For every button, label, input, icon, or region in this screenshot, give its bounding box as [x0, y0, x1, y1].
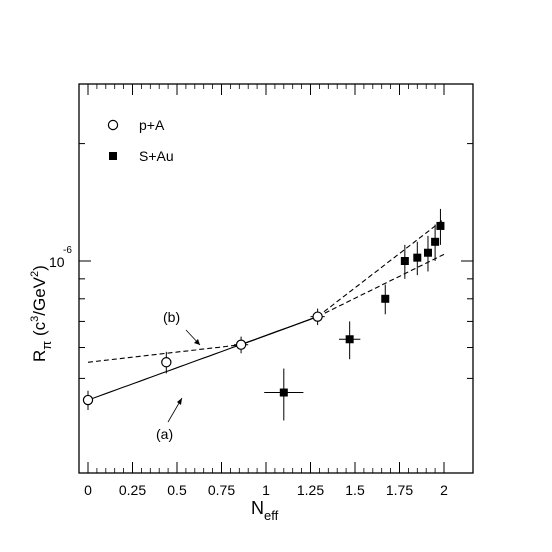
data-point-sau [345, 335, 354, 344]
x-tick-label: 1.75 [386, 482, 413, 498]
x-tick-label: 1 [262, 482, 270, 498]
data-point-sau [413, 253, 422, 262]
legend: p+A S+Au [107, 117, 174, 164]
data-point-sau [400, 257, 409, 265]
plot-frame [78, 83, 474, 474]
data-point-sau [423, 248, 432, 257]
x-axis-label: Neff [251, 498, 279, 523]
data-point-pa [161, 357, 172, 368]
x-tick-label: 0 [84, 482, 92, 498]
x-tick-label: 0.75 [208, 482, 235, 498]
data-points [82, 208, 445, 421]
data-point-sau [436, 221, 445, 230]
legend-label-pa: p+A [139, 117, 165, 133]
curve-label-b: (b) [163, 309, 180, 325]
legend-marker-pa [107, 119, 119, 131]
x-tick-label: 1.5 [345, 482, 365, 498]
data-point-sau [279, 388, 288, 397]
x-tick-label: 0.25 [119, 482, 146, 498]
curve-b [240, 316, 318, 346]
curve-arrowhead-b [194, 339, 200, 345]
curve-label-a: (a) [156, 426, 173, 442]
data-point-sau [381, 294, 390, 303]
y-axis-label: Rπ (c3/GeV2) [29, 265, 54, 362]
data-point-pa [82, 394, 94, 406]
legend-marker-sau [109, 152, 117, 160]
x-tick-labels: 0 0.25 0.5 0.75 1 1.25 1.5 1.75 2 [84, 482, 448, 498]
curve-a [317, 218, 445, 318]
data-point-pa [312, 311, 323, 322]
curve-b [317, 253, 445, 318]
x-tick-label: 0.5 [167, 482, 187, 498]
curve-b [87, 344, 242, 363]
data-point-pa [235, 339, 247, 350]
legend-label-sau: S+Au [139, 148, 174, 164]
model-curves [87, 218, 445, 401]
y-tick-label: 10 [49, 254, 65, 270]
data-point-sau [431, 237, 440, 246]
curve-arrowhead-a [177, 398, 182, 405]
x-tick-label: 2 [440, 482, 448, 498]
x-tick-label: 1.25 [297, 482, 324, 498]
axis-ticks [79, 84, 473, 473]
y-tick-exponent: -6 [63, 245, 72, 256]
